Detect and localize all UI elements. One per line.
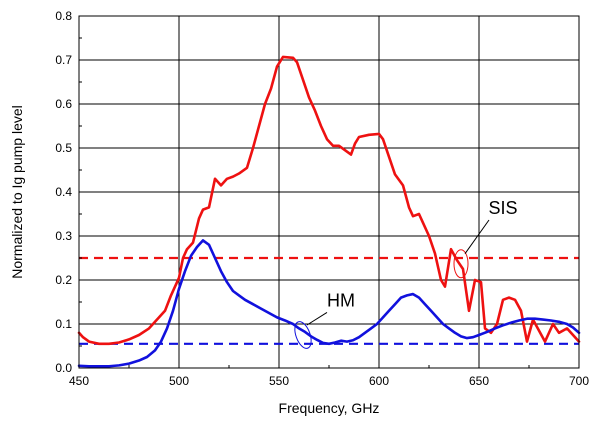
x-tick-label: 600 bbox=[369, 374, 389, 388]
hm-highlight-ellipse bbox=[294, 321, 312, 349]
y-tick-label: 0.4 bbox=[55, 185, 72, 199]
series-lines bbox=[77, 55, 581, 368]
sis-annotation-label: SIS bbox=[488, 198, 517, 218]
reference-lines bbox=[79, 256, 579, 345]
y-tick-label: 0.6 bbox=[55, 97, 72, 111]
y-axis-title: Normalized to Ig pump level bbox=[9, 105, 25, 279]
y-tick-label: 0.3 bbox=[55, 229, 72, 243]
hm-annotation-label: HM bbox=[327, 290, 355, 310]
y-tick-label: 0.7 bbox=[55, 53, 72, 67]
x-tick-label: 550 bbox=[269, 374, 289, 388]
x-axis-title: Frequency, GHz bbox=[279, 400, 380, 416]
sis-series-line bbox=[77, 55, 581, 346]
y-tick-label: 0.1 bbox=[55, 317, 72, 331]
y-tick-label: 0.5 bbox=[55, 141, 72, 155]
x-tick-label: 450 bbox=[69, 374, 89, 388]
hm-series-line bbox=[77, 239, 581, 368]
sis-highlight-ellipse bbox=[453, 249, 469, 279]
axis-ticks: 450 500 550 600 650 700 0.0 0.1 0.2 0.3 0.4 0.5 0.6 0… bbox=[55, 9, 589, 388]
y-tick-label: 0.2 bbox=[55, 273, 72, 287]
y-tick-label: 0.0 bbox=[55, 361, 72, 375]
x-tick-label: 500 bbox=[169, 374, 189, 388]
x-tick-label: 650 bbox=[469, 374, 489, 388]
x-tick-label: 700 bbox=[569, 374, 589, 388]
sis-leader-line bbox=[464, 219, 490, 255]
hm-leader-line bbox=[306, 311, 328, 326]
y-tick-label: 0.8 bbox=[55, 9, 72, 23]
annotations: SIS HM bbox=[294, 198, 518, 349]
